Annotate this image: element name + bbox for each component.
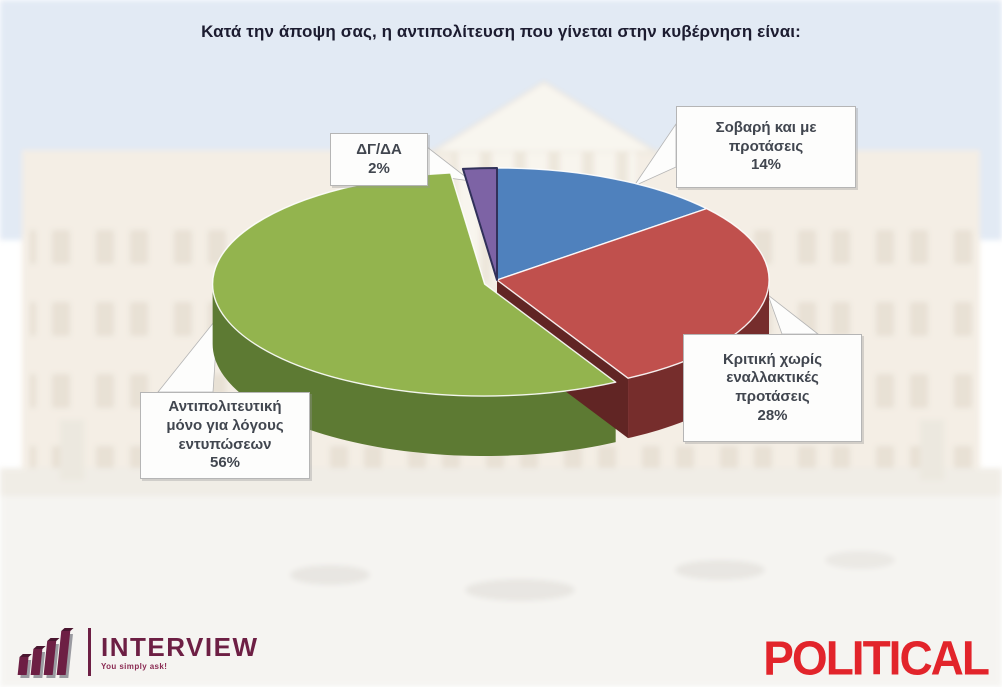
label-percent: 28% xyxy=(757,406,788,424)
label-text: προτάσεις xyxy=(735,388,810,405)
logo-divider xyxy=(88,628,91,676)
label-text: Αντιπολιτευτική xyxy=(168,398,282,416)
label-box-dk-da: ΔΓ/ΔΑ 2% xyxy=(330,133,428,186)
label-box-serious: Σοβαρή και με προτάσεις 14% xyxy=(676,106,856,188)
label-percent: 56% xyxy=(209,454,241,472)
label-text: Σοβαρή και με xyxy=(715,119,817,137)
label-text: Κριτική χωρίς xyxy=(722,350,823,368)
callout-wedge-impressions xyxy=(157,315,219,393)
pie-slice-serious xyxy=(496,167,708,281)
political-logo-text: POLITICAL xyxy=(763,630,990,685)
interview-bars-icon xyxy=(17,628,74,678)
callout-wedge-criticism xyxy=(767,293,820,335)
label-box-impressions: Αντιπολιτευτική μόνο για λόγους εντυπώσε… xyxy=(140,392,310,479)
question-title: Κατά την άποψη σας, η αντιπολίτευση που … xyxy=(201,22,801,41)
pie-side-opposition-for-impressions xyxy=(212,284,616,457)
pie-slice-dk-da xyxy=(461,167,498,281)
callout-wedge-serious xyxy=(632,122,677,187)
label-text: εντυπώσεων xyxy=(178,435,272,453)
pie-slice-opposition-for-impressions xyxy=(211,172,617,397)
label-box-criticism: Κριτική χωρίς εναλλακτικές προτάσεις 28% xyxy=(683,334,862,442)
label-text: προτάσεις xyxy=(728,137,804,155)
label-percent: 14% xyxy=(750,156,782,174)
interview-tagline: You simply ask! xyxy=(101,661,168,671)
label-text: εναλλακτικές xyxy=(726,369,819,387)
interview-logo: INTERVIEW You simply ask! xyxy=(16,624,258,680)
interview-logo-text: INTERVIEW xyxy=(101,631,259,662)
label-text: μόνο για λόγους xyxy=(166,416,284,434)
label-text: ΔΓ/ΔΑ xyxy=(356,140,402,158)
label-percent: 2% xyxy=(368,159,390,177)
